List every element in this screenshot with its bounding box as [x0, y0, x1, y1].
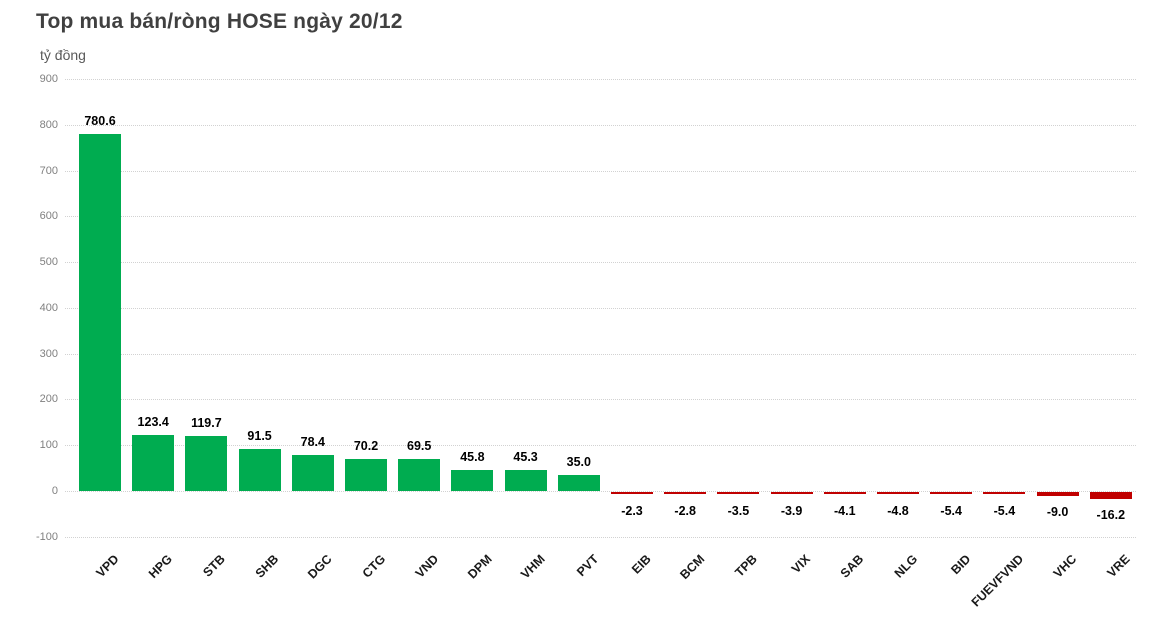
- y-tick-label-500: 500: [39, 256, 58, 269]
- x-tick-label-TPB: TPB: [732, 552, 761, 580]
- x-tick-label-VRE: VRE: [1104, 552, 1133, 581]
- bar-TPB: [717, 491, 760, 494]
- value-label-BCM: -2.8: [674, 503, 696, 518]
- value-label-CTG: 70.2: [353, 438, 379, 453]
- value-label-DGC: 78.4: [300, 435, 325, 450]
- y-tick-label-200: 200: [39, 393, 58, 406]
- y-tick-label-800: 800: [39, 118, 58, 131]
- chart-title: Top mua bán/ròng HOSE ngày 20/12: [36, 10, 403, 33]
- gridline-500: [65, 262, 1136, 264]
- x-tick-label-BCM: BCM: [677, 552, 708, 583]
- gridline-0: [65, 491, 1136, 492]
- value-label-VRE: -16.2: [1096, 508, 1126, 523]
- x-tick-label-SAB: SAB: [838, 552, 867, 581]
- value-label-HPG: 123.4: [137, 414, 169, 429]
- value-label-SAB: -4.1: [834, 503, 856, 518]
- y-tick-label-600: 600: [39, 210, 58, 223]
- bar-VHM: [504, 470, 547, 491]
- bar-VIX: [770, 491, 813, 494]
- bar-PVT: [557, 474, 600, 491]
- x-tick-label-PVT: PVT: [573, 552, 601, 580]
- x-tick-label-VIX: VIX: [789, 552, 814, 577]
- y-tick-label--100: -100: [35, 530, 58, 543]
- x-tick-label-EIB: EIB: [629, 552, 654, 577]
- value-label-NLG: -4.8: [887, 503, 909, 518]
- bar-EIB: [611, 491, 653, 494]
- value-label-VHC: -9.0: [1046, 505, 1069, 520]
- value-label-TPB: -3.5: [727, 503, 750, 518]
- bar-VND: [398, 459, 441, 491]
- value-label-VND: 69.5: [407, 439, 432, 454]
- x-tick-label-DPM: DPM: [464, 552, 495, 582]
- bar-DGC: [291, 455, 334, 491]
- bar-FUEVFVND: [983, 491, 1026, 494]
- x-tick-label-VHM: VHM: [517, 552, 548, 582]
- gridline-200: [65, 399, 1136, 401]
- bar-CTG: [345, 458, 387, 491]
- bar-SAB: [823, 491, 866, 494]
- value-label-SHB: 91.5: [247, 429, 272, 444]
- y-tick-label-0: 0: [51, 485, 58, 497]
- value-label-EIB: -2.3: [621, 503, 643, 518]
- x-tick-label-HPG: HPG: [146, 552, 176, 582]
- gridline-300: [65, 353, 1136, 355]
- x-tick-label-VND: VND: [412, 552, 442, 581]
- y-tick-label-400: 400: [39, 301, 58, 314]
- x-tick-label-VHC: VHC: [1050, 552, 1080, 581]
- bar-VPD: [79, 133, 121, 491]
- gridline-700: [65, 170, 1136, 172]
- value-label-BID: -5.4: [940, 503, 962, 518]
- y-tick-label-100: 100: [39, 439, 58, 452]
- x-tick-label-VPD: VPD: [93, 552, 122, 581]
- value-label-STB: 119.7: [191, 416, 222, 431]
- value-label-VIX: -3.9: [780, 503, 803, 518]
- gridline-800: [65, 124, 1136, 126]
- x-tick-label-NLG: NLG: [891, 552, 920, 581]
- bar-SHB: [238, 449, 281, 491]
- gridline--100: [65, 536, 1136, 538]
- gridline-900: [65, 79, 1136, 80]
- x-tick-label-DGC: DGC: [305, 552, 335, 582]
- gridline-600: [65, 216, 1136, 218]
- bar-NLG: [877, 491, 919, 494]
- bar-VRE: [1089, 491, 1132, 499]
- value-label-FUEVFVND: -5.4: [993, 503, 1016, 518]
- value-label-PVT: 35.0: [566, 454, 591, 469]
- bar-STB: [185, 436, 228, 491]
- y-tick-label-300: 300: [39, 347, 58, 360]
- value-label-DPM: 45.8: [460, 450, 485, 465]
- x-tick-label-SHB: SHB: [252, 552, 282, 581]
- x-tick-label-FUEVFVND: FUEVFVND: [968, 552, 1027, 610]
- bar-BID: [930, 491, 973, 494]
- x-tick-label-BID: BID: [947, 552, 974, 578]
- gridline-100: [65, 445, 1136, 447]
- bar-VHC: [1036, 491, 1079, 496]
- gridline-400: [65, 307, 1136, 309]
- value-label-VPD: 780.6: [84, 113, 116, 128]
- value-label-VHM: 45.3: [513, 450, 538, 465]
- y-tick-label-900: 900: [39, 73, 58, 85]
- y-axis-unit-label: tỷ đồng: [40, 47, 86, 63]
- bar-HPG: [132, 434, 175, 491]
- x-tick-label-STB: STB: [200, 552, 229, 580]
- bar-BCM: [664, 491, 707, 494]
- y-tick-label-700: 700: [39, 164, 58, 177]
- bar-DPM: [451, 470, 494, 491]
- x-tick-label-CTG: CTG: [359, 552, 388, 581]
